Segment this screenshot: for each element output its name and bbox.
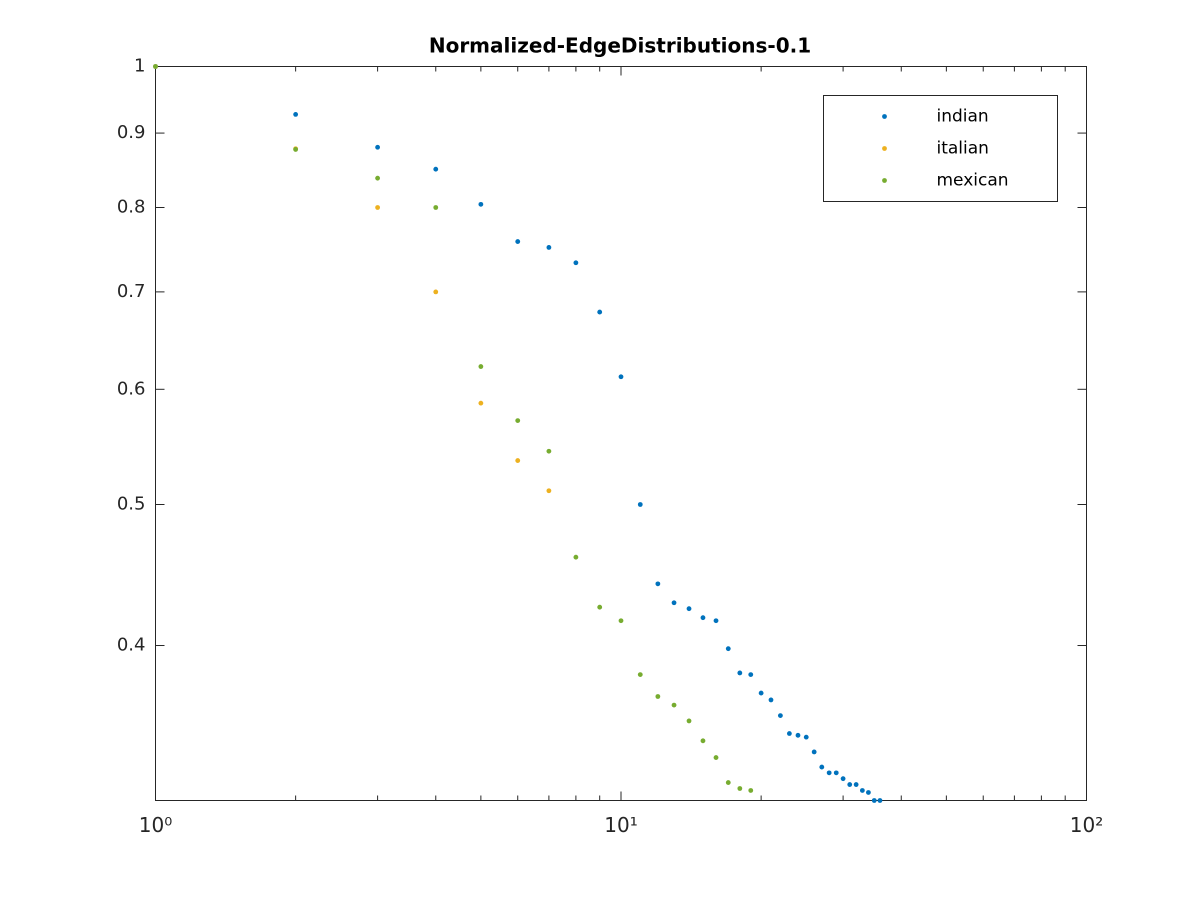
y-tick-label: 0.8 — [117, 197, 146, 218]
data-point — [803, 734, 809, 740]
x-tick-label: 10¹ — [604, 813, 637, 837]
data-point — [597, 604, 603, 610]
data-point — [833, 770, 839, 776]
data-point — [725, 646, 731, 652]
data-point — [826, 770, 832, 776]
data-point — [618, 618, 624, 624]
data-point — [546, 488, 552, 494]
data-point — [737, 786, 743, 791]
chart-title: Normalized-EdgeDistributions-0.1 — [429, 34, 811, 58]
data-point — [700, 615, 706, 621]
data-point — [758, 690, 764, 696]
data-point — [748, 788, 754, 793]
data-point — [293, 147, 299, 152]
data-point — [777, 713, 783, 719]
data-point — [433, 166, 439, 172]
data-point — [866, 790, 871, 795]
data-point — [618, 374, 624, 380]
data-point — [375, 205, 380, 210]
data-point — [847, 782, 853, 787]
data-point — [433, 205, 439, 210]
data-point — [478, 201, 484, 207]
data-point — [573, 260, 579, 266]
data-point — [478, 400, 484, 406]
data-point — [853, 782, 859, 787]
data-point — [546, 245, 552, 250]
data-point — [655, 694, 661, 699]
data-point — [700, 738, 706, 744]
data-point — [768, 697, 774, 703]
data-point — [671, 600, 677, 606]
data-point — [795, 732, 801, 738]
data-point — [748, 672, 754, 678]
data-point — [637, 502, 643, 507]
data-point — [637, 672, 643, 678]
data-point — [871, 798, 877, 803]
x-tick-label: 10² — [1070, 813, 1103, 837]
data-point — [433, 289, 439, 295]
data-point — [573, 554, 579, 560]
data-point — [786, 731, 792, 736]
legend-marker — [882, 114, 887, 119]
legend-box — [823, 95, 1058, 202]
legend-marker — [882, 178, 887, 183]
data-point — [153, 64, 158, 69]
data-point — [293, 112, 299, 117]
legend-label: mexican — [937, 171, 1009, 191]
data-point — [840, 776, 846, 782]
y-tick-label: 0.4 — [117, 635, 146, 656]
data-point — [725, 780, 731, 785]
data-point — [515, 418, 521, 424]
legend-marker — [882, 146, 887, 151]
data-point — [375, 144, 380, 150]
data-point — [859, 788, 865, 793]
y-tick-label: 0.5 — [117, 494, 146, 515]
data-point — [686, 606, 692, 612]
x-tick-label: 10⁰ — [139, 813, 172, 837]
data-point — [655, 581, 661, 587]
data-point — [515, 239, 521, 244]
data-point — [819, 764, 825, 770]
data-point — [686, 718, 692, 724]
y-tick-label: 0.9 — [117, 122, 146, 143]
legend-label: indian — [937, 107, 989, 127]
data-point — [713, 618, 719, 624]
data-point — [671, 702, 677, 708]
y-tick-label: 0.7 — [117, 281, 146, 302]
data-point — [478, 364, 484, 369]
y-tick-label: 0.6 — [117, 378, 146, 399]
data-point — [737, 670, 743, 676]
data-point — [375, 175, 380, 181]
legend-label: italian — [937, 139, 989, 159]
data-point — [597, 309, 603, 315]
data-point — [877, 798, 883, 803]
data-point — [546, 448, 552, 454]
data-point — [515, 458, 521, 463]
data-point — [713, 755, 719, 760]
data-point — [811, 749, 817, 755]
y-tick-label: 1 — [134, 56, 145, 77]
